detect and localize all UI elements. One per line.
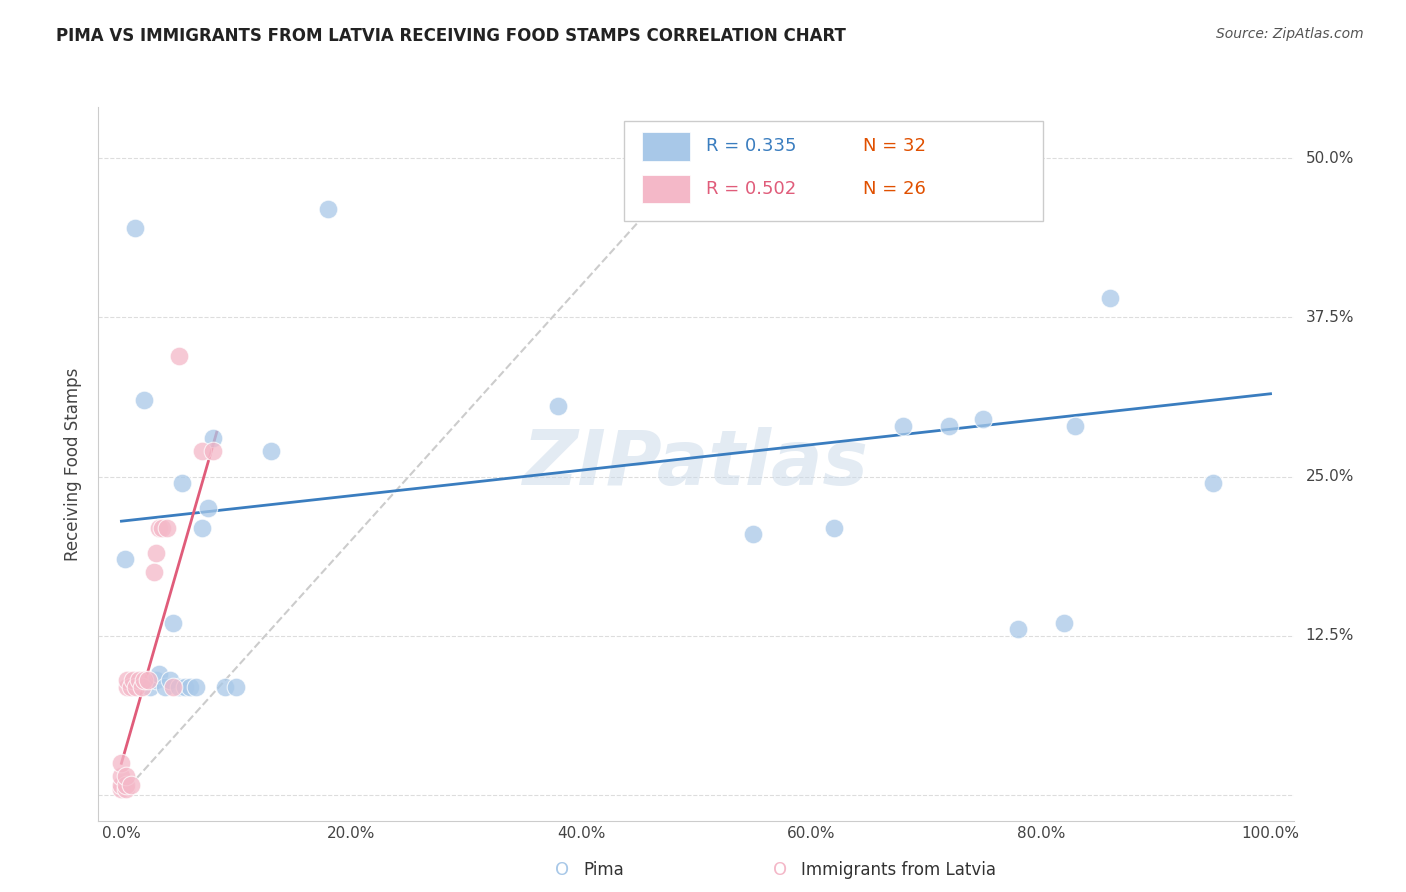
Point <box>191 520 214 534</box>
Point <box>214 680 236 694</box>
Point <box>120 778 142 792</box>
Point <box>139 680 162 694</box>
Point <box>162 680 184 694</box>
Point <box>145 673 167 688</box>
Point <box>202 431 225 445</box>
Point <box>134 393 156 408</box>
Text: N = 32: N = 32 <box>863 137 927 155</box>
Point <box>115 673 138 688</box>
Point <box>179 680 201 694</box>
Point <box>197 501 219 516</box>
Y-axis label: Receiving Food Stamps: Receiving Food Stamps <box>65 368 83 560</box>
Point <box>156 520 179 534</box>
Point <box>148 520 170 534</box>
Point <box>122 673 145 688</box>
Point <box>114 552 136 566</box>
Point <box>125 680 148 694</box>
Point <box>1053 616 1076 631</box>
Text: Pima: Pima <box>583 861 624 879</box>
Point <box>167 680 190 694</box>
Text: R = 0.335: R = 0.335 <box>706 137 796 155</box>
Text: PIMA VS IMMIGRANTS FROM LATVIA RECEIVING FOOD STAMPS CORRELATION CHART: PIMA VS IMMIGRANTS FROM LATVIA RECEIVING… <box>56 27 846 45</box>
Point <box>202 444 225 458</box>
Point <box>184 680 207 694</box>
Point <box>110 769 132 783</box>
Point <box>225 680 247 694</box>
Text: Source: ZipAtlas.com: Source: ZipAtlas.com <box>1216 27 1364 41</box>
FancyBboxPatch shape <box>643 175 690 203</box>
Point <box>972 412 994 426</box>
Point <box>547 400 569 414</box>
Point <box>153 680 176 694</box>
Text: 37.5%: 37.5% <box>1305 310 1354 325</box>
Text: 12.5%: 12.5% <box>1305 628 1354 643</box>
Point <box>1202 475 1225 490</box>
Point <box>134 673 156 688</box>
Point <box>110 778 132 792</box>
Point <box>115 778 138 792</box>
Point <box>1098 291 1121 305</box>
Text: N = 26: N = 26 <box>863 180 927 198</box>
Point <box>316 202 339 216</box>
Point <box>173 680 195 694</box>
Point <box>115 769 138 783</box>
Point <box>148 667 170 681</box>
Point <box>1007 623 1029 637</box>
Point <box>891 418 914 433</box>
Point <box>162 616 184 631</box>
Point <box>742 527 765 541</box>
Point <box>110 756 132 771</box>
Point <box>1064 418 1087 433</box>
Text: R = 0.502: R = 0.502 <box>706 180 796 198</box>
Point <box>131 680 153 694</box>
Point <box>136 673 159 688</box>
Text: 25.0%: 25.0% <box>1305 469 1354 484</box>
Text: 50.0%: 50.0% <box>1305 151 1354 166</box>
Point <box>128 673 150 688</box>
Point <box>120 680 142 694</box>
Text: O: O <box>773 861 787 879</box>
Point <box>823 520 845 534</box>
Point <box>124 221 146 235</box>
Point <box>172 475 194 490</box>
Point <box>167 349 190 363</box>
Text: Immigrants from Latvia: Immigrants from Latvia <box>801 861 997 879</box>
Text: ZIPatlas: ZIPatlas <box>523 427 869 500</box>
Point <box>191 444 214 458</box>
Point <box>115 781 138 796</box>
Point <box>110 781 132 796</box>
Point <box>115 680 138 694</box>
Point <box>145 546 167 560</box>
Text: O: O <box>555 861 569 879</box>
FancyBboxPatch shape <box>643 132 690 161</box>
Point <box>159 673 181 688</box>
Point <box>142 565 165 579</box>
Point <box>260 444 283 458</box>
Point <box>938 418 960 433</box>
FancyBboxPatch shape <box>624 121 1043 221</box>
Point <box>150 520 173 534</box>
